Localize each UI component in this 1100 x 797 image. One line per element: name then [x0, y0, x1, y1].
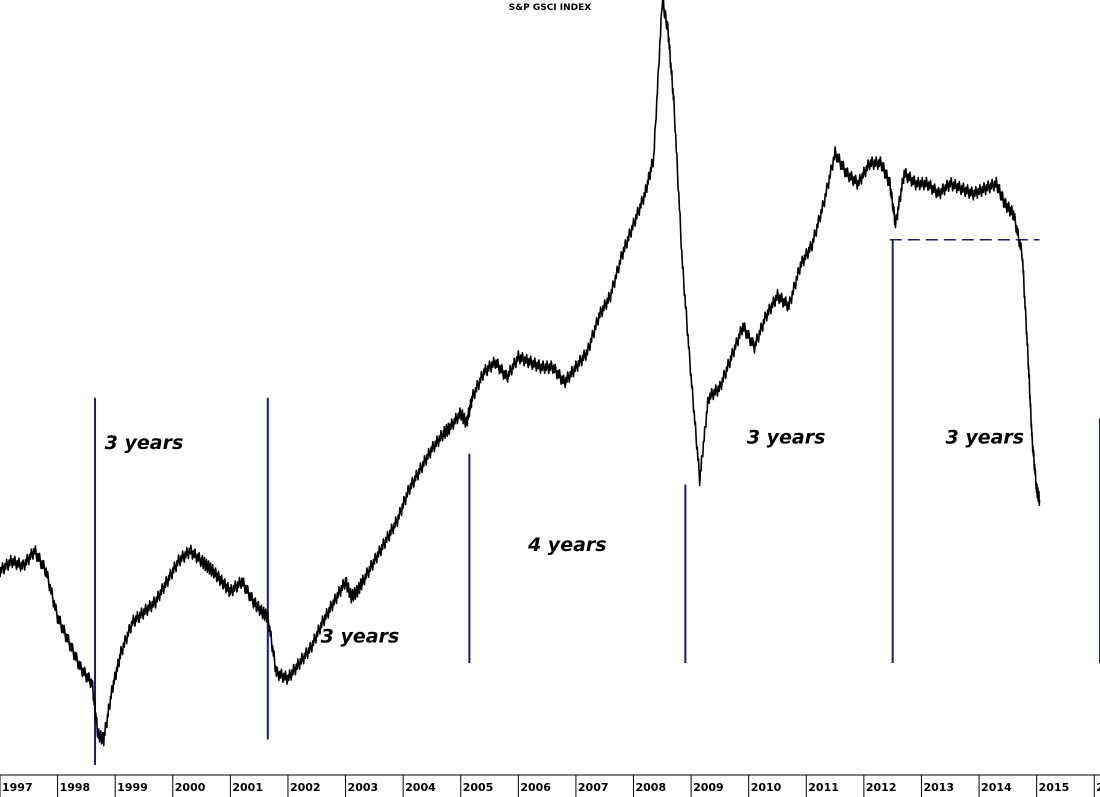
x-axis: 1997 1998 1999 2000 2001 2002 2003 2004 2005 2006…: [0, 774, 1100, 797]
x-tick-label-18: 2015: [1039, 781, 1070, 794]
series-line-0: [0, 0, 1041, 747]
x-tick-label-10: 2007: [578, 781, 609, 794]
x-tick-label-6: 2003: [348, 781, 379, 794]
chart-title: S&P GSCI INDEX: [509, 3, 592, 13]
x-tick-label-19: 2016: [1096, 781, 1100, 794]
x-tick-label-9: 2006: [520, 781, 551, 794]
annotation-label-3: 3 years: [747, 427, 826, 449]
x-tick-label-15: 2012: [866, 781, 897, 794]
annotations: 3 years 3 years 4 years 3 years 3 years: [105, 427, 1024, 648]
x-tick-label-13: 2010: [751, 781, 782, 794]
x-tick-label-3: 2000: [175, 781, 206, 794]
annotation-label-4: 3 years: [946, 427, 1025, 449]
x-tick-label-11: 2008: [636, 781, 667, 794]
x-tick-label-4: 2001: [232, 781, 263, 794]
annotation-label-0: 3 years: [105, 432, 184, 454]
x-tick-label-12: 2009: [693, 781, 724, 794]
annotation-label-1: 3 years: [321, 626, 400, 648]
x-tick-label-16: 2013: [923, 781, 954, 794]
x-tick-label-8: 2005: [463, 781, 494, 794]
cycle-markers: [94, 239, 1100, 765]
x-tick-label-17: 2014: [981, 781, 1012, 794]
price-series: [0, 0, 1041, 747]
x-tick-label-14: 2011: [808, 781, 839, 794]
x-tick-label-1: 1998: [60, 781, 91, 794]
annotation-label-2: 4 years: [527, 534, 607, 556]
x-tick-label-2: 1999: [117, 781, 148, 794]
x-tick-label-5: 2002: [290, 781, 321, 794]
x-tick-label-7: 2004: [405, 781, 436, 794]
x-tick-label-0: 1997: [2, 781, 33, 794]
